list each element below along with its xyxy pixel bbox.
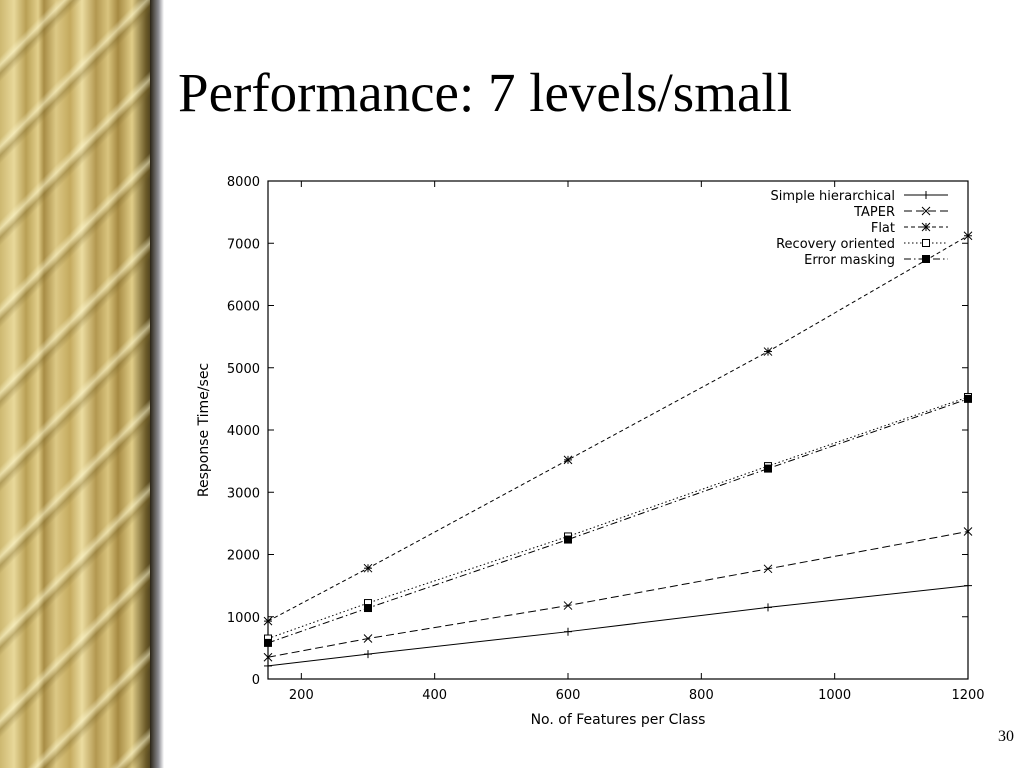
series-taper [263, 527, 973, 662]
marker-square [764, 464, 772, 473]
marker-stroke [963, 231, 973, 241]
legend-label: Flat [871, 221, 895, 236]
marker-square [364, 604, 372, 613]
data-point-filled-square [364, 604, 372, 613]
marker-square [964, 394, 972, 403]
y-tick-label: 8000 [227, 175, 260, 190]
x-tick-label: 1200 [951, 688, 984, 703]
data-point-plus [364, 650, 372, 659]
marker-square [922, 239, 930, 247]
y-tick-label: 4000 [227, 424, 260, 439]
data-point-asterisk [963, 231, 973, 241]
marker-square [922, 255, 930, 263]
legend-label: TAPER [853, 205, 895, 220]
x-tick-label: 600 [556, 688, 581, 703]
data-point-filled-square [922, 255, 930, 263]
data-point-x [363, 634, 373, 643]
marker-stroke [763, 347, 773, 356]
legend-item: Error masking [804, 253, 948, 268]
x-tick-label: 800 [689, 688, 714, 703]
marker-stroke [921, 222, 931, 232]
series-simple-hierarchical [264, 581, 972, 670]
data-point-open-square [922, 239, 930, 247]
data-point-x [563, 601, 573, 610]
legend-item: Recovery oriented [776, 237, 948, 252]
data-point-asterisk [921, 222, 931, 232]
marker-stroke [963, 527, 973, 536]
data-point-x [963, 527, 973, 536]
sidebar-shadow [150, 0, 164, 768]
data-point-asterisk [363, 563, 373, 573]
slide-title: Performance: 7 levels/small [178, 62, 792, 123]
data-point-plus [922, 191, 930, 199]
marker-stroke [563, 601, 573, 610]
data-point-plus [264, 661, 272, 670]
marker-stroke [263, 616, 273, 626]
y-tick-label: 0 [252, 673, 260, 688]
page-number: 30 [998, 728, 1014, 745]
legend-label: Recovery oriented [776, 237, 895, 252]
legend-item: Simple hierarchical [771, 189, 948, 204]
data-point-asterisk [763, 347, 773, 356]
x-axis-label: No. of Features per Class [531, 712, 706, 728]
data-point-asterisk [563, 455, 573, 465]
y-tick-label: 2000 [227, 549, 260, 564]
data-point-plus [764, 603, 772, 612]
legend-item: TAPER [853, 205, 948, 220]
data-point-filled-square [264, 638, 272, 647]
series-flat [263, 231, 973, 626]
data-point-plus [964, 581, 972, 590]
marker-stroke [363, 634, 373, 643]
decorative-gold-sidebar [0, 0, 160, 768]
marker-stroke [921, 206, 931, 216]
legend-item: Flat [871, 221, 948, 236]
series-line [267, 398, 969, 644]
y-tick-label: 5000 [227, 362, 260, 377]
marker-stroke [763, 564, 773, 574]
legend-label: Error masking [804, 253, 895, 268]
x-tick-label: 1000 [818, 688, 851, 703]
y-tick-label: 7000 [227, 237, 260, 252]
legend-label: Simple hierarchical [771, 189, 895, 204]
marker-stroke [563, 455, 573, 465]
y-axis-label: Response Time/sec [196, 363, 212, 497]
data-point-x [921, 206, 931, 216]
data-point-asterisk [263, 616, 273, 626]
x-tick-label: 400 [422, 688, 447, 703]
x-tick-label: 200 [289, 688, 314, 703]
data-point-filled-square [764, 464, 772, 473]
series-error-masking [264, 394, 972, 647]
data-point-plus [564, 627, 572, 636]
data-point-x [763, 564, 773, 574]
marker-square [264, 638, 272, 647]
y-tick-label: 3000 [227, 486, 260, 501]
marker-stroke [363, 563, 373, 573]
data-point-filled-square [964, 394, 972, 403]
series-line [267, 235, 969, 622]
marker-square [564, 535, 572, 544]
y-tick-label: 6000 [227, 300, 260, 315]
data-point-filled-square [564, 535, 572, 544]
y-tick-label: 1000 [227, 611, 260, 626]
marker-stroke [263, 652, 273, 662]
data-point-x [263, 652, 273, 662]
